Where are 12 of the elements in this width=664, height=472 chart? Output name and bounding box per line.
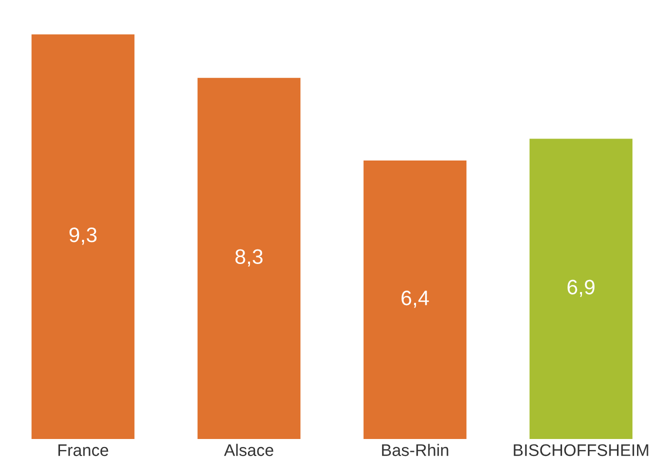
data-label: 8,3 [235, 249, 263, 266]
x-tick-label: Bas-Rhin [382, 444, 448, 456]
bar [530, 138, 632, 439]
x-tick-label: France [58, 444, 108, 456]
data-label: 6,9 [568, 280, 594, 297]
data-label: 6,4 [402, 290, 429, 308]
bar [32, 34, 134, 439]
x-tick-label: BISCHOFFSHEIM [514, 444, 648, 456]
data-label: 9,3 [69, 228, 97, 245]
x-tick-label: Alsace [224, 444, 274, 456]
bar [198, 78, 300, 439]
bar [364, 160, 466, 439]
